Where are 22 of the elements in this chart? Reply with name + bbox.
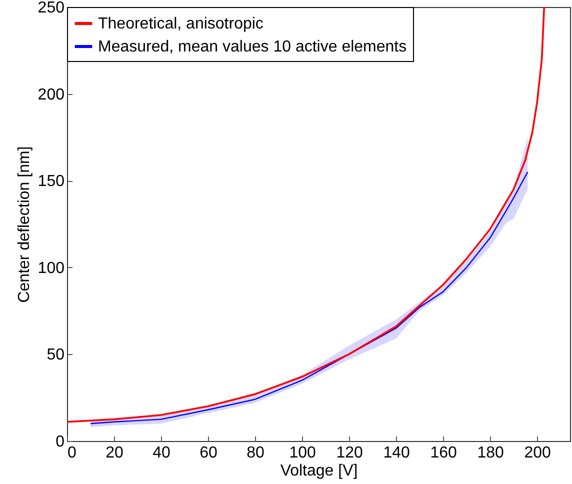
x-tick-label: 180 [477, 444, 504, 462]
y-tick-label: 200 [38, 86, 65, 104]
x-tick-label: 20 [106, 444, 124, 462]
x-tick-label: 200 [524, 444, 552, 462]
x-tick-label: 120 [336, 444, 363, 462]
y-tick-label: 250 [38, 0, 65, 16]
x-tick-label: 40 [152, 444, 171, 462]
x-tick-label: 0 [68, 444, 76, 462]
y-tick-label: 150 [38, 173, 65, 190]
x-tick-label: 100 [289, 444, 316, 462]
y-axis-title: Center deflection [nm] [16, 146, 33, 303]
x-axis-title: Voltage [V] [280, 462, 358, 480]
legend-label: Theoretical, anisotropic [98, 16, 264, 32]
y-tick-label: 100 [38, 260, 65, 277]
x-tick-label: 80 [246, 444, 265, 462]
x-tick-label: 160 [430, 444, 458, 462]
x-tick-label: 140 [383, 444, 410, 462]
line-series [66, 6, 546, 423]
y-tick-label: 50 [46, 346, 65, 364]
legend-label: Measured, mean values 10 active elements [98, 38, 407, 56]
y-tick-label: 0 [56, 434, 65, 450]
x-tick-label: 60 [200, 444, 218, 462]
